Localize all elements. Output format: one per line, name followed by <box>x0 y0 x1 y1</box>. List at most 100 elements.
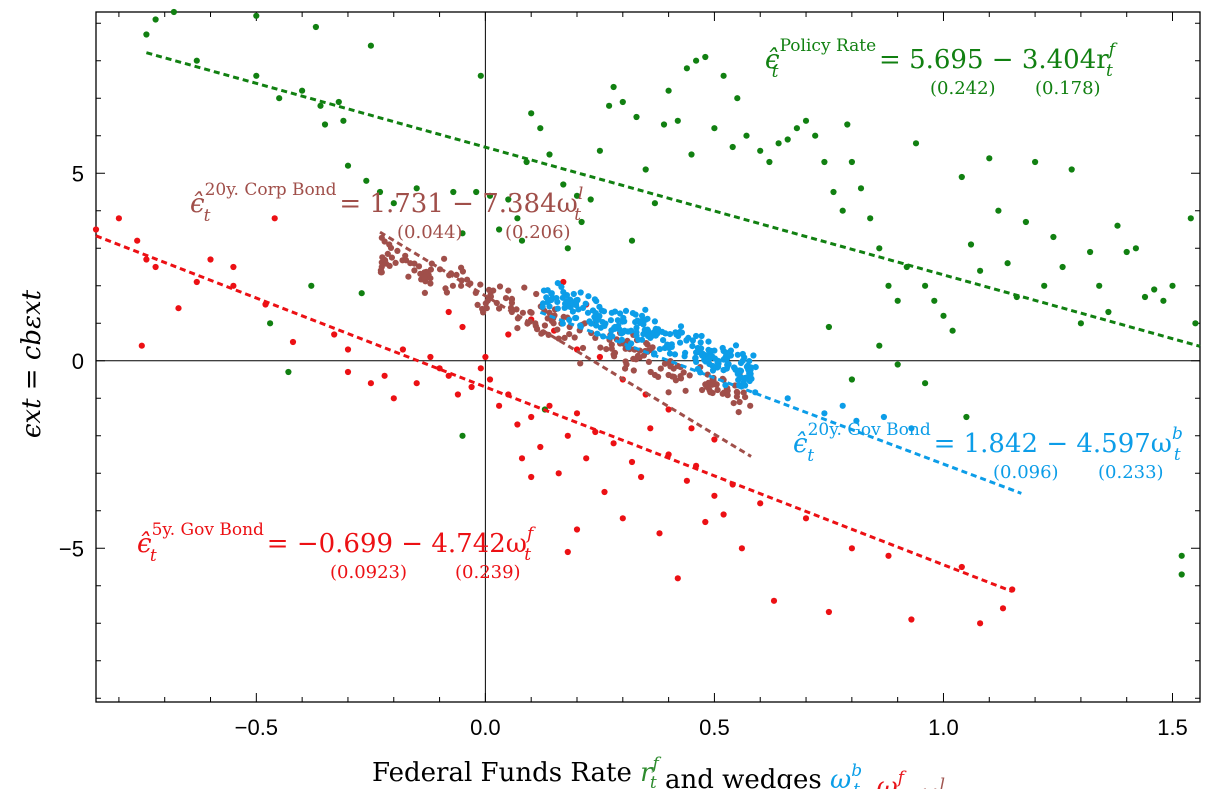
data-point-gov5 <box>619 515 626 522</box>
data-point-gov5 <box>230 263 237 271</box>
data-point-gov20 <box>553 295 560 302</box>
data-point-policy <box>321 121 329 128</box>
data-point-gov20 <box>750 352 757 359</box>
data-point-gov20 <box>607 317 615 324</box>
data-point-policy <box>1178 571 1185 578</box>
data-point-corp20 <box>421 274 428 281</box>
data-point-policy <box>335 98 342 106</box>
data-point-policy <box>642 166 649 173</box>
data-point-policy <box>1096 282 1103 289</box>
data-point-gov5 <box>367 380 374 387</box>
data-point-corp20 <box>459 268 466 275</box>
data-point-corp20 <box>579 344 587 352</box>
data-point-gov5 <box>711 436 718 443</box>
data-point-gov20 <box>721 356 729 363</box>
data-point-gov5 <box>459 323 466 331</box>
data-point-gov5 <box>537 443 544 451</box>
data-point-gov20 <box>723 365 730 372</box>
data-point-gov20 <box>638 336 646 343</box>
data-point-gov5 <box>134 237 141 244</box>
data-point-policy <box>711 125 718 132</box>
data-point-gov5 <box>802 515 810 522</box>
data-point-policy <box>784 136 791 143</box>
data-point-gov5 <box>702 518 709 526</box>
std-error-2-gov5: (0.239) <box>455 562 521 583</box>
data-point-gov20 <box>666 350 674 357</box>
data-point-gov20 <box>642 316 649 323</box>
x-tick-label: 0.5 <box>699 715 730 740</box>
data-point-gov5 <box>152 263 159 271</box>
data-point-gov5 <box>331 331 338 338</box>
data-point-gov20 <box>747 372 754 379</box>
data-point-gov5 <box>399 346 406 353</box>
data-point-gov20 <box>591 313 598 320</box>
data-point-gov20 <box>689 337 697 344</box>
data-point-corp20 <box>427 280 434 287</box>
data-point-policy <box>665 87 672 94</box>
data-point-policy <box>376 188 384 196</box>
data-point-corp20 <box>443 289 450 296</box>
data-point-policy <box>573 192 581 199</box>
data-point-corp20 <box>714 386 721 394</box>
data-point-gov5 <box>908 616 915 623</box>
equation-layer: ϵ̂Policy Rate t = 5.695 − 3.404rf t(0.242) (… <box>137 36 1183 583</box>
data-point-gov5 <box>289 338 297 346</box>
data-point-corp20 <box>381 238 388 245</box>
data-point-policy <box>546 151 553 158</box>
data-point-policy <box>844 121 851 128</box>
data-point-gov5 <box>143 256 150 263</box>
data-point-gov20 <box>880 413 888 421</box>
data-point-policy <box>514 215 521 222</box>
data-point-gov20 <box>554 280 561 287</box>
equation-gov5: ϵ̂5y. Gov Bond t = −0.699 − 4.742ωf t(0.092… <box>137 520 536 583</box>
data-point-gov20 <box>656 346 664 353</box>
data-point-policy <box>473 188 480 196</box>
data-point-gov20 <box>584 309 592 316</box>
data-point-gov20 <box>573 302 580 309</box>
data-point-gov5 <box>138 342 145 349</box>
series-policy <box>143 8 1199 578</box>
data-point-corp20 <box>644 341 651 348</box>
data-point-policy <box>528 110 535 117</box>
data-point-policy <box>651 200 659 207</box>
data-point-gov5 <box>848 545 856 552</box>
data-point-gov20 <box>689 343 696 350</box>
data-point-gov5 <box>482 353 489 361</box>
data-point-gov5 <box>518 455 526 462</box>
data-point-corp20 <box>611 353 618 360</box>
equation-gov20: ϵ̂20y. Gov Bond t = 1.842 − 4.597ωb t(0.096… <box>793 420 1183 483</box>
data-point-corp20 <box>724 392 731 399</box>
data-point-corp20 <box>532 320 539 327</box>
data-point-corp20 <box>699 386 706 394</box>
data-point-policy <box>1059 263 1066 271</box>
data-point-gov20 <box>709 367 717 374</box>
data-point-policy <box>958 173 965 181</box>
data-point-policy <box>1187 215 1194 222</box>
data-point-policy <box>308 282 315 289</box>
equation-text-gov20: ϵ̂20y. Gov Bond t = 1.842 − 4.597ωb t <box>793 420 1183 466</box>
data-point-policy <box>894 361 901 368</box>
data-point-gov20 <box>715 357 722 364</box>
data-point-gov5 <box>999 605 1007 612</box>
data-point-gov20 <box>746 358 753 365</box>
data-point-policy <box>413 185 420 192</box>
data-point-policy <box>857 185 865 192</box>
data-point-gov20 <box>746 377 753 385</box>
std-error-1-gov20: (0.096) <box>993 462 1059 483</box>
data-point-gov5 <box>647 425 654 432</box>
data-point-corp20 <box>541 322 549 329</box>
data-point-gov5 <box>413 380 420 387</box>
data-point-gov5 <box>564 548 571 556</box>
data-point-policy <box>253 72 260 79</box>
data-point-corp20 <box>527 308 534 316</box>
data-point-corp20 <box>736 398 743 406</box>
data-point-gov20 <box>697 339 704 346</box>
data-point-gov20 <box>683 337 690 344</box>
data-point-policy <box>940 312 947 319</box>
data-point-policy <box>986 155 993 162</box>
data-point-corp20 <box>415 263 423 270</box>
data-point-gov20 <box>752 364 759 371</box>
data-point-policy <box>1192 320 1199 327</box>
data-point-gov5 <box>505 331 512 338</box>
data-point-gov20 <box>678 329 686 336</box>
